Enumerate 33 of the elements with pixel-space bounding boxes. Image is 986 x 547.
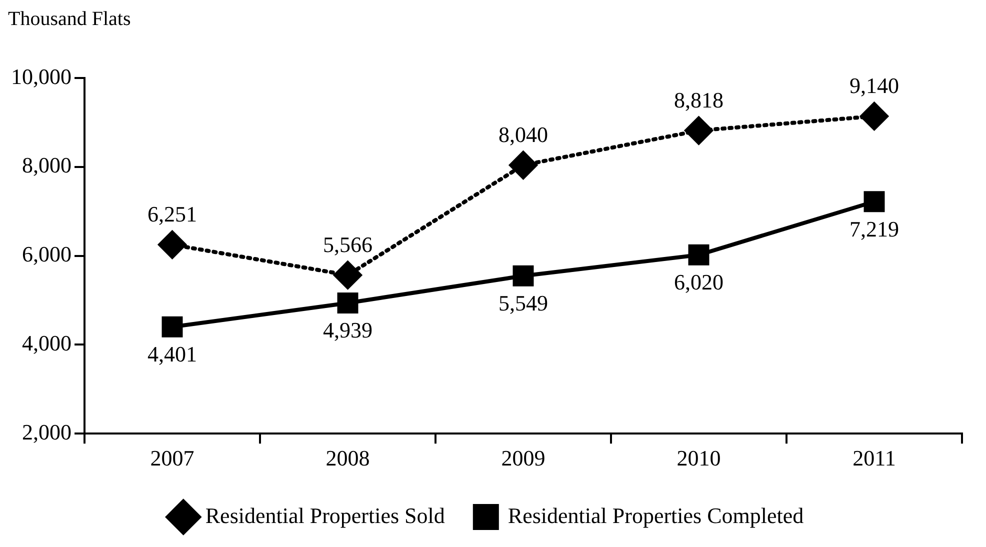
point xyxy=(158,230,186,259)
data-label: 8,818 xyxy=(674,87,724,112)
x-tick-label: 2007 xyxy=(150,446,194,471)
data-label: 6,251 xyxy=(148,201,197,226)
x-tick-label: 2009 xyxy=(501,446,546,471)
x-tick-label: 2011 xyxy=(852,446,896,471)
y-tick-label: 2,000 xyxy=(22,419,72,444)
data-label: 4,939 xyxy=(323,318,372,343)
point xyxy=(684,116,713,145)
point xyxy=(334,261,362,290)
point xyxy=(864,191,885,212)
data-label: 9,140 xyxy=(850,73,899,98)
x-tick-label: 2008 xyxy=(326,446,370,471)
data-label: 4,401 xyxy=(148,342,197,367)
data-label: 5,566 xyxy=(323,232,372,257)
point xyxy=(512,265,534,286)
x-tick-label: 2010 xyxy=(676,446,721,471)
legend-label: Residential Properties Completed xyxy=(508,502,804,528)
point xyxy=(337,292,358,314)
data-label: 6,020 xyxy=(674,270,724,295)
point xyxy=(860,102,888,130)
y-tick-label: 6,000 xyxy=(22,242,72,267)
y-tick-label: 10,000 xyxy=(11,64,72,89)
y-tick-label: 8,000 xyxy=(22,152,72,178)
data-label: 5,549 xyxy=(498,290,548,316)
data-label: 7,219 xyxy=(850,216,899,242)
point xyxy=(688,244,710,266)
data-label: 8,040 xyxy=(498,122,548,147)
point xyxy=(509,151,538,180)
y-axis-title: Thousand Flats xyxy=(8,8,132,32)
y-tick-label: 4,000 xyxy=(22,330,72,356)
point xyxy=(162,316,183,338)
legend-label: Residential Properties Sold xyxy=(205,502,445,528)
